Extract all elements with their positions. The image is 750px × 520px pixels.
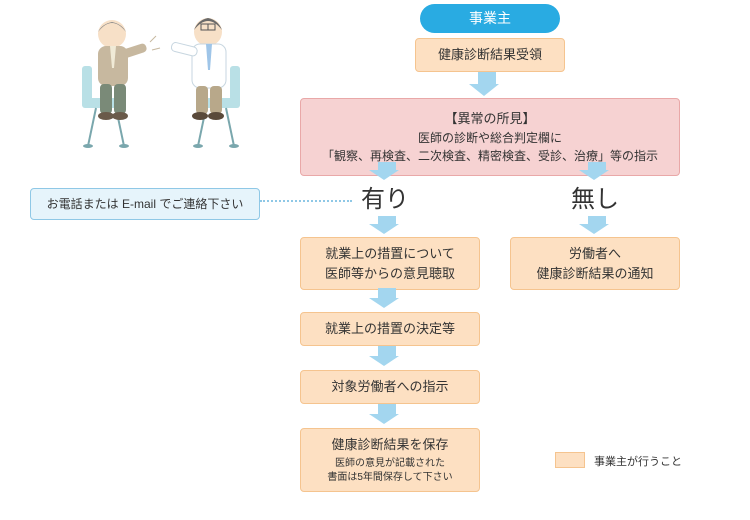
arrow-yes-4 [375,404,399,424]
decision-yes: 有り [355,182,415,218]
decision-no: 無し [565,182,625,218]
dotted-connector [260,200,352,202]
left-s1-l2: 医師等からの意見聴取 [325,264,455,284]
contact-label: お電話または E-mail でご連絡下さい [47,195,244,213]
arrow-yes-1 [375,216,399,234]
left-step-4: 健康診断結果を保存 医師の意見が記載された 書面は5年間保存して下さい [300,428,480,492]
decision-yes-text: 有り [361,182,409,218]
left-step-1: 就業上の措置について 医師等からの意見聴取 [300,237,480,290]
legend-text-span: 事業主が行うこと [594,456,682,468]
left-s1-l1: 就業上の措置について [325,244,455,264]
arrow-no-1 [585,216,609,234]
step1-label: 健康診断結果受領 [438,45,542,65]
right-l1: 労働者へ [569,244,621,264]
start-label: 事業主 [469,8,511,29]
start-node: 事業主 [420,4,560,33]
abnormal-line1: 医師の診断や総合判定欄に [418,129,562,147]
left-step-2: 就業上の措置の決定等 [300,312,480,346]
left-s4-sub1: 医師の意見が記載された [335,457,445,471]
arrow-yes-3 [375,346,399,366]
consultation-illustration [68,6,248,159]
legend-swatch [555,452,585,468]
right-l2: 健康診断結果の通知 [536,264,653,284]
left-s4-l1: 健康診断結果を保存 [331,435,448,455]
arrow-split-right [585,162,609,180]
legend-label: 事業主が行うこと [594,453,682,469]
left-s4-sub2: 書面は5年間保存して下さい [327,471,452,485]
left-s2-l1: 就業上の措置の決定等 [325,319,455,339]
left-step-3: 対象労働者への指示 [300,370,480,404]
contact-box: お電話または E-mail でご連絡下さい [30,188,260,220]
right-step: 労働者へ 健康診断結果の通知 [510,237,680,290]
arrow-yes-2 [375,288,399,308]
step-receive-results: 健康診断結果受領 [415,38,565,72]
decision-no-text: 無し [571,182,619,218]
arrow-1 [475,72,499,96]
left-s3-l1: 対象労働者への指示 [331,377,448,397]
abnormal-findings-box: 【異常の所見】 医師の診断や総合判定欄に 「観察、再検査、二次検査、精密検査、受… [300,98,680,176]
abnormal-title: 【異常の所見】 [444,109,535,129]
arrow-split-left [375,162,399,180]
